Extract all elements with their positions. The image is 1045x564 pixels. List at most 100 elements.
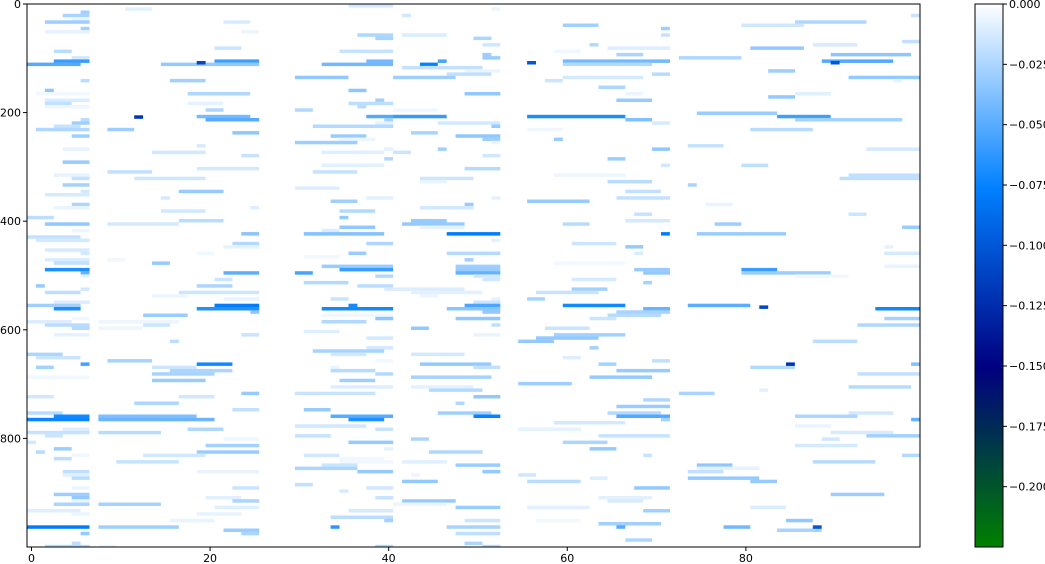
heatmap-cell (143, 323, 170, 327)
heatmap-cell (482, 56, 501, 60)
heatmap-cell (473, 333, 501, 337)
heatmap-cell (27, 62, 81, 67)
heatmap-cell (98, 326, 144, 330)
heatmap-cell (375, 98, 385, 102)
heatmap-cell (812, 339, 858, 344)
heatmap-cell (795, 414, 858, 418)
colorbar-tick-label: −0.050 (1009, 119, 1045, 132)
heatmap-cell (812, 43, 858, 47)
heatmap-cell (312, 124, 394, 128)
heatmap-cell (625, 189, 661, 194)
heatmap-cell (643, 398, 670, 402)
heatmap-cell (35, 92, 90, 96)
heatmap-cell (196, 469, 260, 474)
heatmap-cell (196, 307, 260, 311)
heatmap-cell (464, 541, 483, 546)
heatmap-cell (598, 496, 653, 500)
heatmap-cell (330, 134, 367, 138)
heatmap-cell (553, 333, 626, 337)
heatmap-cell (98, 544, 117, 547)
heatmap-cell (884, 251, 920, 256)
heatmap-cell (553, 261, 626, 265)
x-tick-label: 40 (382, 552, 396, 564)
heatmap-cell (473, 395, 501, 399)
heatmap-cell (44, 258, 90, 262)
heatmap-cell (366, 486, 394, 490)
heatmap-cell (518, 339, 554, 344)
heatmap-cell (44, 105, 90, 109)
heatmap-cell (384, 147, 394, 151)
heatmap-cell (27, 411, 63, 415)
heatmap-cell (402, 499, 456, 503)
heatmap-cell (643, 307, 670, 311)
heatmap-cell (143, 313, 188, 317)
heatmap-cell (402, 222, 465, 226)
colorbar (974, 3, 1004, 548)
heatmap-cell (750, 365, 795, 370)
heatmap-cell (589, 316, 617, 321)
heatmap-cell (616, 404, 670, 409)
heatmap-cell (741, 23, 804, 27)
heatmap-cell (893, 78, 903, 83)
heatmap-cell (152, 378, 206, 383)
heatmap-cell (196, 450, 260, 454)
heatmap-cell (80, 287, 90, 291)
heatmap-cell (544, 326, 590, 330)
heatmap-cell (411, 290, 483, 295)
heatmap-cell (62, 147, 90, 151)
heatmap-cell (553, 137, 563, 142)
heatmap-cell (330, 515, 394, 519)
heatmap-cell (339, 378, 376, 383)
heatmap-cell (27, 525, 90, 529)
heatmap-cell (482, 277, 501, 282)
heatmap-cell (107, 258, 126, 262)
heatmap-cell (196, 284, 233, 288)
heatmap-cell (294, 108, 313, 112)
heatmap-cell (527, 61, 536, 65)
heatmap-cell (294, 466, 358, 471)
heatmap-cell (330, 352, 367, 357)
heatmap-cell (339, 456, 385, 461)
heatmap-cell (205, 496, 242, 500)
heatmap-cell (687, 144, 724, 148)
heatmap-cell (643, 280, 653, 285)
heatmap-cell (393, 114, 447, 119)
heatmap-cell (71, 121, 90, 125)
heatmap-cell (53, 414, 90, 418)
heatmap-cell (562, 303, 626, 308)
heatmap-cell (375, 372, 394, 376)
heatmap-cell (375, 544, 394, 547)
heatmap-cell (616, 368, 670, 373)
heatmap-cell (723, 525, 751, 529)
heatmap-cell (812, 460, 876, 464)
heatmap-cell (866, 147, 920, 151)
heatmap-cell (562, 222, 590, 226)
heatmap-cell (437, 121, 501, 125)
heatmap-cell (27, 352, 63, 357)
heatmap-cell (366, 241, 394, 246)
heatmap-cell (223, 437, 260, 441)
heatmap-cell (607, 46, 670, 50)
heatmap-cell (357, 469, 394, 474)
heatmap-cell (589, 447, 617, 451)
heatmap-cell (169, 368, 233, 373)
heatmap-cell (652, 147, 670, 151)
heatmap-cell (71, 541, 81, 546)
heatmap-cell (562, 23, 599, 27)
heatmap-cell (71, 512, 90, 516)
heatmap-cell (357, 105, 367, 109)
heatmap-cell (241, 232, 260, 236)
heatmap-cell (553, 421, 626, 425)
heatmap-cell (339, 489, 349, 493)
heatmap-cell (27, 320, 72, 324)
heatmap-cell (384, 157, 394, 161)
heatmap-cell (303, 254, 340, 259)
heatmap-cell (71, 453, 90, 458)
heatmap-cell (661, 163, 670, 168)
heatmap-cell (411, 352, 465, 357)
heatmap-cell (134, 115, 144, 119)
heatmap-cell (330, 199, 358, 203)
heatmap-cell (53, 333, 90, 337)
heatmap-cell (411, 131, 438, 135)
heatmap-cell (821, 59, 894, 63)
